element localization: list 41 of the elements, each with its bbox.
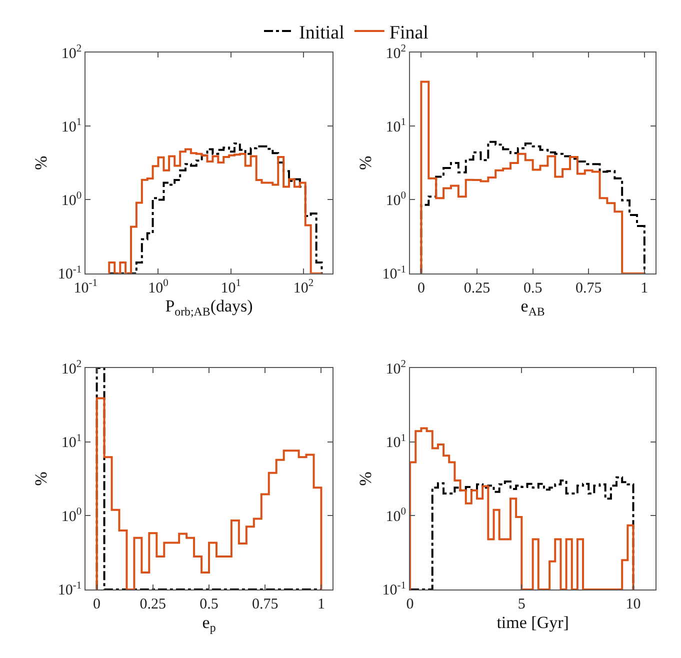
x-axis-title: e$_{p}$ — [202, 612, 216, 634]
x-tick-label: 10$^{0}$ — [148, 278, 168, 296]
x-tick-label: 0.25 — [140, 596, 166, 612]
x-tick-label: 0.5 — [200, 596, 218, 612]
x-tick-label: 10 — [626, 596, 641, 612]
y-tick-label: 10$^{2}$ — [61, 358, 82, 378]
x-tick-label: 5 — [518, 596, 526, 612]
x-tick-label: 0 — [406, 596, 414, 612]
x-tick-label: 0.25 — [464, 280, 490, 296]
y-tick-label: 10$^{2}$ — [386, 358, 406, 378]
x-tick-label: 10$^{2}$ — [293, 278, 314, 296]
x-tick-label: 0.75 — [252, 596, 278, 612]
x-tick-label: 0.5 — [523, 280, 542, 296]
y-axis-title: % — [31, 156, 50, 170]
x-tick-label: 0 — [417, 280, 425, 296]
y-tick-label: 10$^{0}$ — [61, 190, 82, 209]
y-tick-label: 10$^{0}$ — [386, 190, 406, 209]
y-tick-label: 10$^{1}$ — [386, 432, 406, 452]
y-tick-label: 10$^{2}$ — [386, 43, 406, 62]
x-tick-label: 0 — [93, 596, 101, 612]
y-axis-title: % — [356, 156, 375, 170]
y-tick-label: 10$^{1}$ — [386, 117, 406, 136]
y-tick-label: 10$^{-1}$ — [382, 264, 406, 283]
x-axis-title: time [Gyr] — [496, 612, 569, 632]
y-tick-label: 10$^{0}$ — [386, 506, 406, 525]
y-tick-label: 10$^{-1}$ — [382, 580, 406, 599]
x-tick-label: 1 — [640, 280, 648, 296]
y-axis-title: % — [356, 472, 375, 486]
y-tick-label: 10$^{0}$ — [61, 506, 82, 525]
x-tick-label: 0.75 — [575, 280, 602, 296]
y-axis-title: % — [31, 472, 50, 486]
x-tick-label: 1 — [317, 596, 325, 612]
legend-label: Initial — [299, 22, 344, 44]
y-tick-label: 10$^{1}$ — [61, 117, 82, 136]
y-tick-label: 10$^{-1}$ — [58, 580, 82, 599]
y-tick-label: 10$^{2}$ — [61, 43, 82, 62]
x-tick-label: 10$^{1}$ — [220, 278, 242, 296]
legend-label: Final — [389, 22, 428, 44]
x-axis-title: P$_{orb;AB}$(days) — [165, 296, 253, 318]
x-axis-title: e$_{AB}$ — [520, 296, 545, 318]
y-tick-label: 10$^{1}$ — [61, 432, 82, 452]
